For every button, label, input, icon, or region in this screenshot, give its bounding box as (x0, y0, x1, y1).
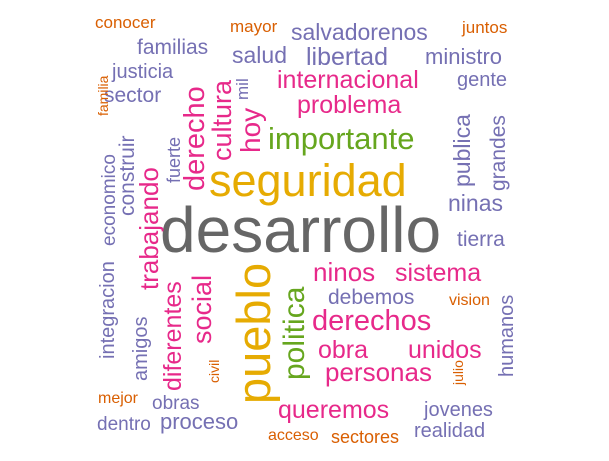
word-derecho: derecho (179, 86, 211, 191)
word-mayor: mayor (230, 17, 278, 36)
word-importante: importante (268, 121, 415, 156)
word-social: social (187, 274, 217, 344)
word-gente: gente (457, 69, 508, 91)
word-problema: problema (297, 91, 402, 119)
word-debemos: debemos (328, 286, 415, 309)
word-cultura: cultura (207, 79, 237, 161)
word-desarrollo: desarrollo (160, 194, 442, 266)
word-ninas: ninas (448, 190, 503, 216)
word-sistema: sistema (395, 259, 482, 287)
word-julio: julio (450, 360, 466, 385)
word-queremos: queremos (278, 396, 390, 424)
word-diferentes: diferentes (159, 281, 187, 391)
word-sectores: sectores (331, 427, 400, 447)
word-sector: sector (104, 84, 162, 107)
word-obras: obras (152, 393, 200, 414)
word-amigos: amigos (130, 316, 152, 381)
word-proceso: proceso (160, 409, 239, 434)
word-fuerte: fuerte (164, 136, 184, 183)
word-trabajando: trabajando (134, 167, 164, 290)
word-vision: vision (449, 292, 490, 309)
word-dentro: dentro (97, 414, 151, 435)
word-hoy: hoy (235, 107, 266, 153)
word-acceso: acceso (268, 427, 319, 444)
word-ninos: ninos (313, 257, 376, 287)
word-juntos: juntos (462, 18, 508, 37)
word-obra: obra (318, 336, 369, 364)
word-salud: salud (232, 42, 287, 68)
word-familias: familias (137, 36, 209, 59)
word-pueblo: pueblo (227, 262, 280, 404)
word-libertad: libertad (306, 43, 388, 71)
word-derechos: derechos (312, 305, 432, 337)
word-integracion: integracion (97, 261, 119, 359)
word-familia: familia (95, 75, 111, 116)
word-salvadorenos: salvadorenos (291, 19, 428, 45)
word-ministro: ministro (425, 44, 503, 69)
word-unidos: unidos (408, 336, 482, 364)
word-mejor: mejor (98, 390, 139, 407)
word-seguridad: seguridad (209, 155, 407, 206)
word-civil: civil (206, 359, 222, 383)
word-tierra: tierra (457, 228, 505, 251)
word-economico: economico (99, 154, 120, 246)
word-mil: mil (233, 78, 252, 100)
word-construir: construir (116, 135, 139, 216)
word-conocer: conocer (95, 13, 156, 32)
word-jovenes: jovenes (424, 399, 493, 421)
word-realidad: realidad (414, 420, 486, 442)
word-justicia: justicia (112, 61, 174, 83)
word-publica: publica (449, 114, 475, 187)
word-internacional: internacional (277, 66, 419, 94)
word-grandes: grandes (487, 115, 510, 191)
word-politica: politica (278, 286, 311, 380)
word-personas: personas (325, 357, 432, 387)
word-humanos: humanos (496, 294, 518, 377)
